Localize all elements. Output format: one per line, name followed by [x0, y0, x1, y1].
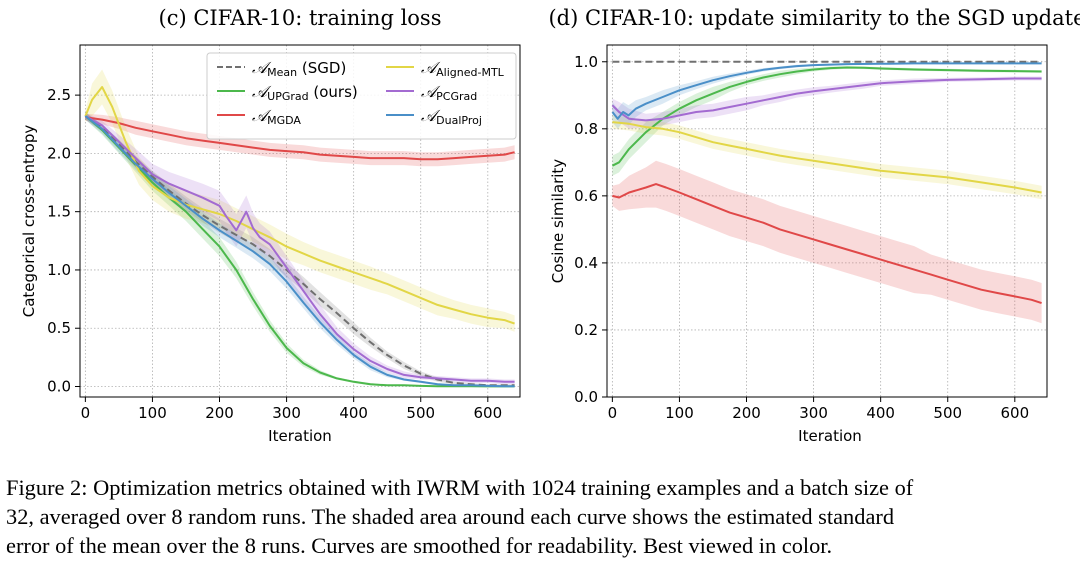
y-tick-label: 0.2: [574, 321, 598, 339]
y-tick-label: 1.0: [47, 261, 71, 279]
x-tick-label: 0: [81, 404, 91, 422]
legend: 𝒜Mean (SGD) 𝒜UPGrad (ours) 𝒜MGDA 𝒜Aligne…: [206, 52, 517, 140]
legend-item-upgrad: 𝒜UPGrad (ours): [217, 82, 358, 103]
legend-label-upgrad: 𝒜UPGrad (ours): [252, 82, 358, 103]
series-line-mgda: [612, 183, 1042, 305]
x-tick-label: 400: [339, 404, 368, 422]
x-tick-label: 200: [205, 404, 234, 422]
series-line-aligned: [84, 86, 515, 325]
series-line-mgda: [85, 116, 515, 161]
y-tick-label: 0.5: [47, 319, 71, 337]
series-line-dualproj: [611, 62, 1042, 120]
legend-item-dualproj: 𝒜DualProj: [386, 106, 482, 127]
legend-item-pcgrad: 𝒜PCGrad: [386, 82, 477, 103]
legend-item-mgda: 𝒜MGDA: [217, 106, 301, 127]
update-similarity-error-bands: [612, 62, 1042, 324]
update-similarity-y-label: Cosine similarity: [549, 159, 567, 283]
training-loss-x-ticks: 0 100 200 300 400 500 600: [81, 397, 502, 422]
legend-label-aligned-mtl: 𝒜Aligned-MTL: [421, 58, 505, 79]
training-loss-plot-frame: [79, 44, 521, 398]
update-similarity-title: (d) CIFAR-10: update similarity to the S…: [548, 6, 1080, 30]
y-tick-label: 0.6: [574, 187, 598, 205]
x-tick-label: 100: [138, 404, 167, 422]
error-band-upgrad: [612, 66, 1042, 176]
y-tick-label: 2.0: [47, 144, 71, 162]
x-tick-label: 400: [866, 404, 895, 422]
x-tick-label: 0: [608, 404, 618, 422]
series-line-dualproj: [84, 115, 515, 388]
caption-line-1: Figure 2: Optimization metrics obtained …: [6, 475, 914, 500]
training-loss-series-lines: [84, 86, 515, 388]
legend-item-mean: 𝒜Mean (SGD): [217, 58, 346, 79]
training-loss-title: (c) CIFAR-10: training loss: [159, 6, 442, 30]
x-tick-label: 300: [272, 404, 301, 422]
y-tick-label: 1.0: [574, 53, 598, 71]
x-tick-label: 200: [732, 404, 761, 422]
y-tick-label: 2.5: [47, 86, 71, 104]
update-similarity-x-ticks: 0 100 200 300 400 500 600: [608, 397, 1029, 422]
update-similarity-panel: (d) CIFAR-10: update similarity to the S…: [548, 6, 1080, 445]
series-line-pcgrad: [84, 115, 515, 383]
update-similarity-plot-frame: [606, 44, 1048, 398]
training-loss-x-label: Iteration: [268, 427, 332, 445]
series-line-pcgrad: [611, 77, 1042, 122]
y-tick-label: 0.4: [574, 254, 598, 272]
caption-line-2: 32, averaged over 8 random runs. The sha…: [6, 504, 895, 529]
legend-label-mean: 𝒜Mean (SGD): [252, 58, 346, 79]
series-line-upgrad: [84, 115, 515, 388]
x-tick-label: 600: [1000, 404, 1029, 422]
error-band-pcgrad: [85, 112, 515, 385]
series-line-aligned: [612, 121, 1042, 194]
legend-item-aligned-mtl: 𝒜Aligned-MTL: [386, 58, 505, 79]
figure-caption: Figure 2: Optimization metrics obtained …: [6, 473, 1078, 560]
y-tick-label: 0.0: [47, 378, 71, 396]
training-loss-y-label: Categorical cross-entropy: [20, 125, 38, 318]
error-band-pcgrad: [612, 76, 1042, 129]
training-loss-grid: [80, 45, 520, 397]
training-loss-panel: (c) CIFAR-10: training loss 0 100 200 300 40…: [20, 6, 521, 445]
series-line-upgrad: [611, 66, 1042, 167]
x-tick-label: 100: [665, 404, 694, 422]
training-loss-y-ticks: 0.0 0.5 1.0 1.5 2.0 2.5: [47, 86, 80, 396]
error-band-mgda: [85, 113, 515, 167]
y-tick-label: 0.8: [574, 120, 598, 138]
update-similarity-grid: [607, 45, 1047, 398]
figure: (c) CIFAR-10: training loss 0 100 200 300 40…: [20, 6, 1080, 445]
error-band-aligned: [612, 115, 1042, 200]
x-tick-label: 500: [406, 404, 435, 422]
legend-label-mgda: 𝒜MGDA: [252, 106, 301, 127]
x-tick-label: 600: [473, 404, 502, 422]
y-tick-label: 0.0: [574, 388, 598, 406]
x-tick-label: 300: [799, 404, 828, 422]
legend-label-dualproj: 𝒜DualProj: [421, 106, 482, 127]
caption-line-3: error of the mean over the 8 runs. Curve…: [6, 533, 833, 558]
legend-box: [206, 52, 517, 140]
y-tick-label: 1.5: [47, 203, 71, 221]
update-similarity-series-lines: [611, 60, 1042, 305]
series-line-mean: [84, 115, 515, 387]
legend-label-pcgrad: 𝒜PCGrad: [421, 82, 477, 103]
x-tick-label: 500: [933, 404, 962, 422]
update-similarity-x-label: Iteration: [798, 427, 862, 445]
update-similarity-y-ticks: 0.0 0.2 0.4 0.6 0.8 1.0: [574, 53, 607, 406]
error-band-mgda: [612, 160, 1042, 324]
